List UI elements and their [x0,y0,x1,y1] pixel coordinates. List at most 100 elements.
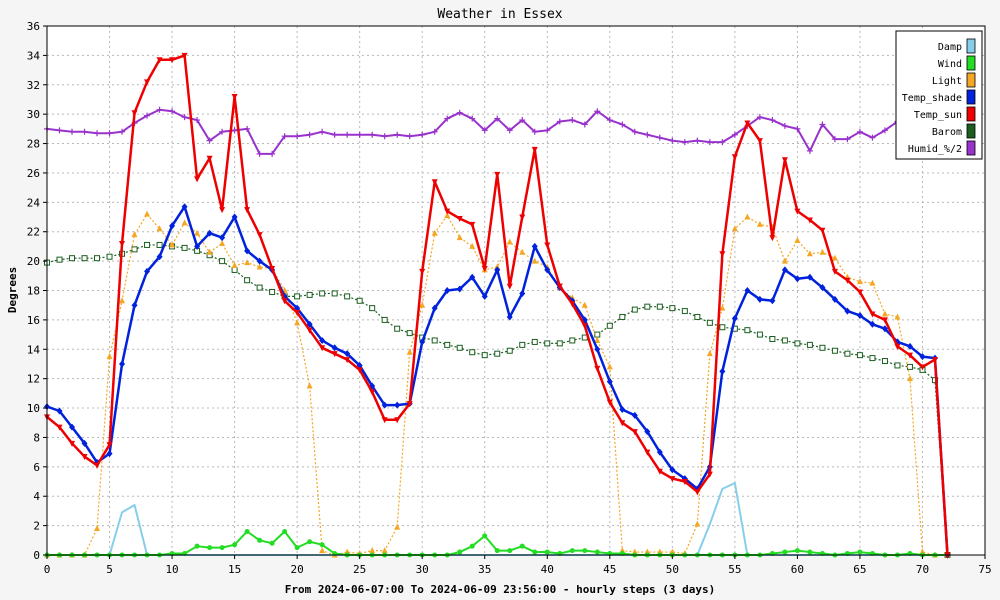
light-point [394,523,401,530]
damp-point [133,504,136,506]
temp-sun-point [806,217,813,224]
temp-sun-point [94,462,101,469]
temp-shade-point [231,213,238,221]
temp-shade-point [344,350,351,358]
series-barom [44,241,951,558]
barom-point [256,284,263,291]
temp-sun-point [719,251,726,258]
temp-shade-point [431,304,438,312]
humid-2-point [369,131,376,138]
humid-2-point [794,125,801,132]
temp-sun-point [794,208,801,215]
temp-shade-point [131,301,138,309]
barom-point [106,253,113,260]
humid-2-point [856,128,863,135]
barom-point [444,341,451,348]
legend: Damp Wind Light Temp_shade Temp_sun Barom Humi… [895,30,983,160]
barom-point [856,352,863,359]
temp-sun-point [356,367,363,374]
humid-2-point [169,108,176,115]
x-tick-label: 55 [728,563,741,576]
humid-2-point [244,125,251,132]
temp-sun-point [706,471,713,478]
legend-swatch-wind [966,55,976,71]
temp-sun-point [81,454,88,461]
light-point [369,547,376,554]
humid-2-point [831,136,838,143]
temp-shade-point [81,439,88,447]
temp-shade-point [844,307,851,315]
series-temp-sun [44,52,951,559]
light-point [131,231,138,238]
wind-point [469,543,475,549]
humid-2-point [506,127,513,134]
temp-sun-point [231,94,238,101]
humid-2-point [231,127,238,134]
humid-2-point [94,130,101,137]
temp-shade-point [444,287,451,294]
barom-point [344,293,351,300]
barom-point [231,266,238,273]
temp-sun-point [931,357,938,364]
barom-point [556,340,563,347]
temp-shade-point [881,325,888,333]
barom-point [681,308,688,315]
temp-sun-point [669,476,676,483]
temp-shade-point [606,378,613,386]
temp-shade-point [544,266,551,274]
barom-point [181,244,188,251]
temp-sun-point [181,52,188,59]
barom-point [56,256,63,263]
y-axis-label: Degrees [6,267,19,313]
light-point [881,310,888,317]
humid-2-point [194,117,201,124]
wind-point [244,528,250,534]
humid-2-point [306,131,313,138]
barom-point [81,255,88,262]
light-point [869,279,876,286]
humid-2-point [694,137,701,144]
humid-2-point [669,137,676,144]
humid-2-point [281,133,288,140]
x-tick-label: 15 [228,563,241,576]
temp-sun-point [319,345,326,352]
light-point [106,353,113,360]
light-point [531,257,538,264]
temp-sun-point [156,57,163,64]
humid-2-point [494,115,501,122]
x-tick-label: 10 [165,563,178,576]
y-tick-label: 14 [27,343,41,356]
y-tick-label: 8 [33,431,40,444]
y-tick-label: 12 [27,373,40,386]
temp-sun-point [644,449,651,456]
y-tick-label: 36 [27,20,40,33]
light-point [319,547,326,554]
light-point [581,301,588,308]
temp-sun-point [369,389,376,396]
temp-sun-point [206,155,213,162]
humid-2-point [769,117,776,124]
wind-point [594,549,600,555]
humid-2-point [381,133,388,140]
humid-2-point [881,127,888,134]
humid-2-point [706,139,713,146]
light-point [381,547,388,554]
temp-sun-point [581,323,588,330]
temp-shade-point [194,242,201,250]
legend-swatch-temp-shade [966,89,976,105]
legend-swatch-light [966,72,976,88]
humid-2-point [156,106,163,113]
temp-shade-point [831,295,838,303]
humid-2-point [756,114,763,121]
temp-sun-point [694,489,701,496]
barom-point [619,313,626,320]
wind-point [507,548,513,554]
temp-shade-point [769,297,776,305]
temp-shade-point [56,407,63,415]
temp-sun-point [256,232,263,239]
temp-shade-point [331,344,338,352]
temp-shade-point [256,257,263,265]
temp-sun-point [569,301,576,308]
temp-sun-point [106,442,113,449]
